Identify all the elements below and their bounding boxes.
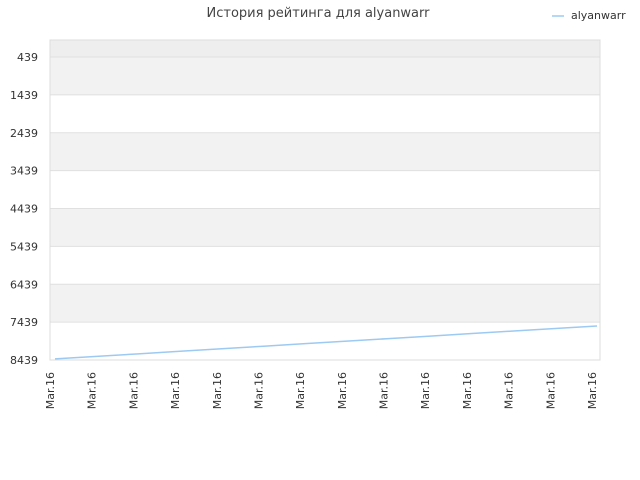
x-tick-label: Mar.16 — [586, 372, 599, 409]
plot-band — [50, 132, 600, 171]
y-tick-label: 2439 — [10, 127, 38, 140]
x-tick-label: Mar.16 — [294, 372, 307, 409]
y-tick-label: 7439 — [10, 316, 38, 329]
x-tick-label: Mar.16 — [127, 372, 140, 409]
y-tick-label: 8439 — [10, 354, 38, 367]
chart-title: История рейтинга для alyanwarr — [207, 6, 431, 21]
line — [54, 325, 598, 360]
y-tick-label: 5439 — [10, 240, 38, 253]
y-tick-label: 1439 — [10, 89, 38, 102]
x-tick-label: Mar.16 — [378, 372, 391, 409]
y-tick-label: 439 — [17, 51, 38, 64]
x-tick-label: Mar.16 — [169, 372, 182, 409]
x-tick-label: Mar.16 — [544, 372, 557, 409]
legend-label: alyanwarr — [571, 9, 626, 22]
x-tick-label: Mar.16 — [44, 372, 57, 409]
plot-band — [50, 170, 600, 209]
y-tick-label: 4439 — [10, 203, 38, 216]
x-tick-label: Mar.16 — [503, 372, 516, 409]
plot-band — [50, 246, 600, 285]
plot-band — [50, 284, 600, 323]
y-tick-label: 3439 — [10, 165, 38, 178]
x-tick-label: Mar.16 — [211, 372, 224, 409]
plot-band — [50, 40, 600, 58]
plot-band — [50, 94, 600, 133]
x-tick-label: Mar.16 — [336, 372, 349, 409]
plot-band — [50, 57, 600, 95]
plot-border — [49, 39, 601, 361]
x-tick-label: Mar.16 — [252, 372, 265, 409]
y-tick-label: 6439 — [10, 278, 38, 291]
plot-band — [50, 208, 600, 247]
x-tick-label: Mar.16 — [461, 372, 474, 409]
x-tick-label: Mar.16 — [419, 372, 432, 409]
x-tick-label: Mar.16 — [86, 372, 99, 409]
